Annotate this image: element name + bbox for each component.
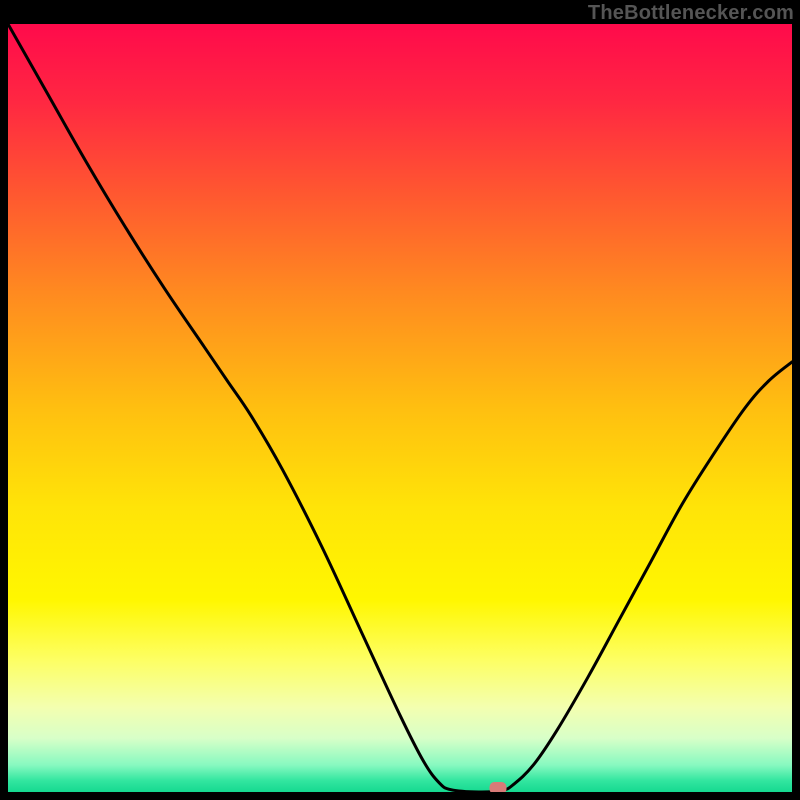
frame-border-right bbox=[792, 0, 800, 800]
curve-layer bbox=[8, 24, 792, 792]
frame-border-bottom bbox=[0, 792, 800, 800]
plot-area bbox=[8, 24, 792, 792]
frame-border-left bbox=[0, 0, 8, 800]
watermark-text: TheBottlenecker.com bbox=[588, 2, 794, 25]
chart-frame: TheBottlenecker.com bbox=[0, 0, 800, 800]
optimum-marker bbox=[490, 782, 507, 792]
bottleneck-curve bbox=[8, 24, 792, 792]
